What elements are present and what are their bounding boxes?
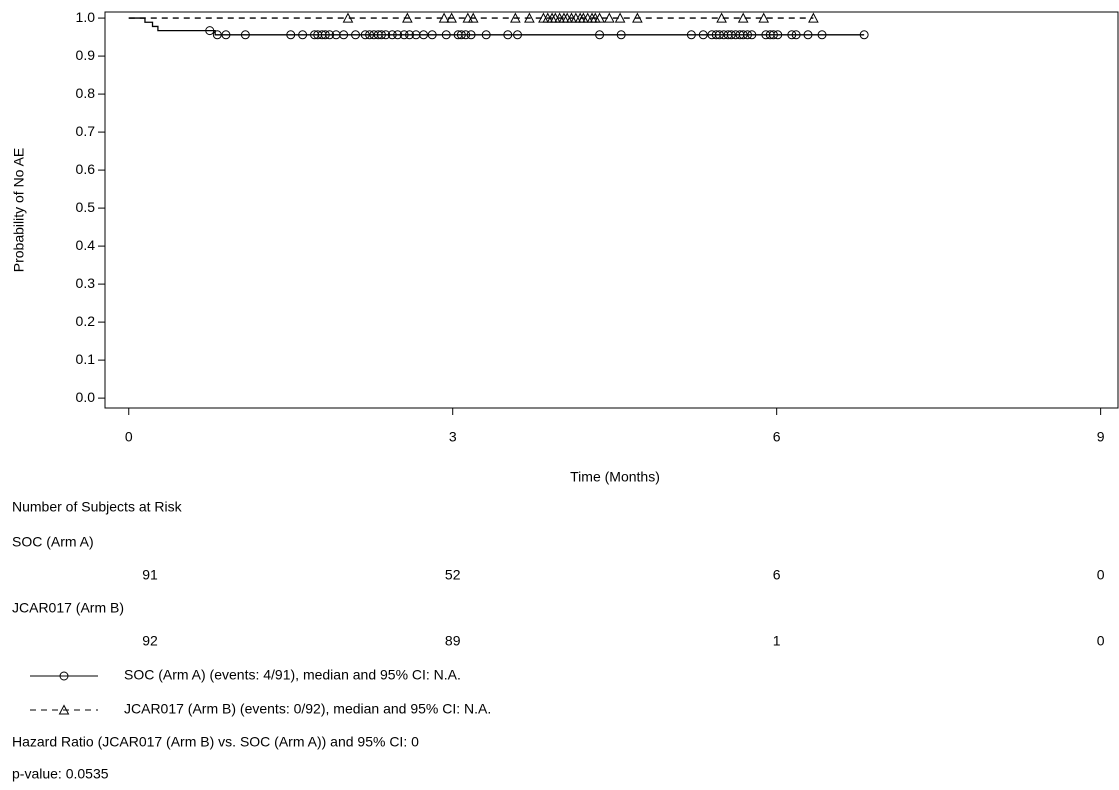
censor-mark <box>325 30 335 40</box>
at-risk-group: JCAR017 (Arm B) <box>12 600 124 616</box>
survival-curve <box>128 17 865 36</box>
at-risk-count: 89 <box>445 633 461 649</box>
footnote: p-value: 0.0535 <box>12 766 109 782</box>
x-tick-label: 9 <box>1097 429 1105 445</box>
plot-frame <box>104 11 1119 409</box>
censor-mark <box>747 30 757 40</box>
at-risk-group: SOC (Arm A) <box>12 534 94 550</box>
censor-mark <box>286 30 296 40</box>
y-tick-label: 0.9 <box>76 47 96 63</box>
y-tick-label: 0.7 <box>76 123 96 139</box>
legend-label: JCAR017 (Arm B) (events: 0/92), median a… <box>124 701 491 717</box>
censor-mark <box>402 12 413 23</box>
censor-mark <box>524 12 535 23</box>
y-tick-label: 0.8 <box>76 85 96 101</box>
legend-marker <box>58 704 70 715</box>
at-risk-title: Number of Subjects at Risk <box>12 499 183 515</box>
censor-mark <box>419 30 429 40</box>
y-tick-label: 0.6 <box>76 161 96 177</box>
y-tick-label: 0.3 <box>76 275 96 291</box>
censor-mark <box>205 26 215 36</box>
censor-mark <box>351 30 361 40</box>
censor-mark <box>859 30 869 40</box>
censor-mark <box>342 12 354 23</box>
censor-mark <box>808 12 819 23</box>
censor-mark <box>365 30 375 40</box>
censor-mark <box>405 30 415 40</box>
censor-mark <box>614 12 626 23</box>
censor-mark <box>399 30 409 40</box>
censor-mark <box>212 30 222 40</box>
censor-mark <box>360 30 370 40</box>
legend-label: SOC (Arm A) (events: 4/91), median and 9… <box>124 667 461 683</box>
at-risk-count: 92 <box>142 633 158 649</box>
x-axis-label: Time (Months) <box>570 469 660 485</box>
censor-mark <box>594 12 605 23</box>
censor-mark <box>737 12 749 23</box>
censor-mark <box>481 30 491 40</box>
y-tick-label: 0.0 <box>76 389 96 405</box>
censor-mark <box>716 12 727 23</box>
censor-mark <box>714 30 724 40</box>
censor-mark <box>603 12 615 23</box>
censor-mark <box>456 30 466 40</box>
x-tick-label: 6 <box>773 429 781 445</box>
censor-mark <box>339 30 349 40</box>
y-tick-label: 0.1 <box>76 351 96 367</box>
censor-mark <box>768 30 778 40</box>
at-risk-count: 6 <box>773 567 781 583</box>
at-risk-count: 0 <box>1097 567 1105 583</box>
censor-mark <box>387 30 397 40</box>
censor-mark <box>817 30 827 40</box>
censor-mark <box>221 30 231 40</box>
censor-mark <box>803 30 813 40</box>
censor-mark <box>446 12 457 23</box>
footnote: Hazard Ratio (JCAR017 (Arm B) vs. SOC (A… <box>12 734 419 750</box>
y-tick-label: 1.0 <box>76 9 96 25</box>
censor-mark <box>632 12 643 23</box>
censor-mark <box>427 30 437 40</box>
at-risk-count: 52 <box>445 567 461 583</box>
censor-mark <box>466 30 476 40</box>
censor-mark <box>376 30 386 40</box>
censor-mark <box>462 12 474 23</box>
censor-mark <box>513 30 523 40</box>
at-risk-count: 0 <box>1097 633 1105 649</box>
censor-mark <box>320 30 330 40</box>
legend-marker <box>59 671 69 681</box>
censor-mark <box>441 30 451 40</box>
censor-mark <box>510 12 521 23</box>
censor-mark <box>787 30 797 40</box>
y-tick-label: 0.4 <box>76 237 96 253</box>
y-axis-label: Probability of No AE <box>11 148 27 273</box>
censor-mark <box>467 12 479 23</box>
censor-mark <box>738 30 748 40</box>
censor-mark <box>240 30 250 40</box>
censor-mark <box>758 12 770 23</box>
censor-mark <box>595 30 605 40</box>
censor-mark <box>381 30 391 40</box>
censor-mark <box>773 30 783 40</box>
censor-mark <box>298 30 308 40</box>
at-risk-count: 91 <box>142 567 158 583</box>
censor-mark <box>791 30 801 40</box>
censor-mark <box>743 30 753 40</box>
x-tick-label: 3 <box>449 429 457 445</box>
censor-mark <box>726 30 736 40</box>
censor-mark <box>438 12 450 23</box>
x-tick-label: 0 <box>125 429 133 445</box>
y-tick-label: 0.5 <box>76 199 96 215</box>
censor-mark <box>461 30 471 40</box>
censor-mark <box>616 30 626 40</box>
at-risk-count: 1 <box>773 633 781 649</box>
censor-mark <box>393 30 403 40</box>
censor-mark <box>503 30 513 40</box>
censor-mark <box>698 30 708 40</box>
y-tick-label: 0.2 <box>76 313 96 329</box>
censor-mark <box>686 30 696 40</box>
